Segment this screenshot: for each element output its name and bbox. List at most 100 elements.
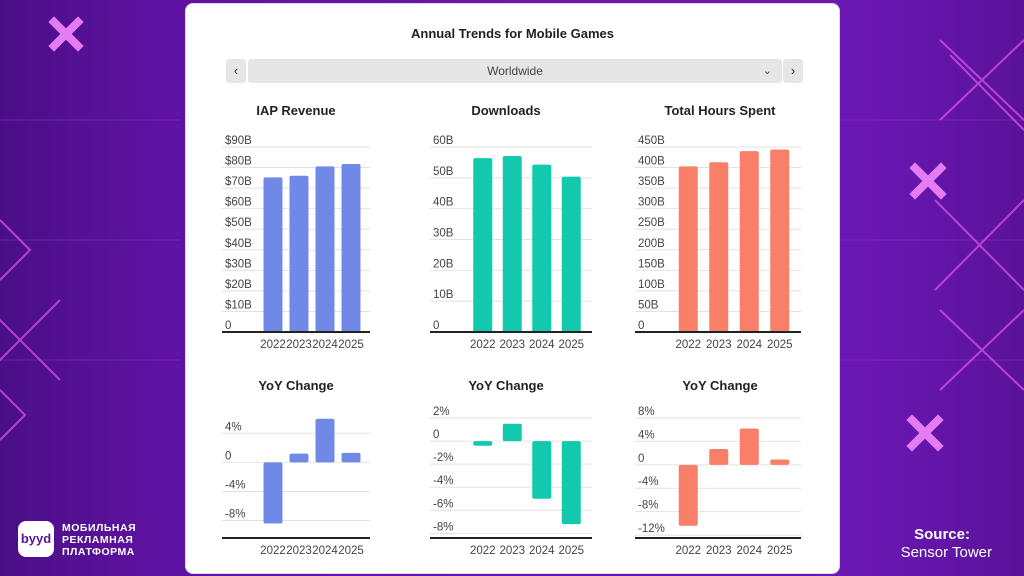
- y-tick-label: 0: [225, 320, 231, 332]
- y-tick-label: -6%: [433, 498, 453, 510]
- bar-2025: [561, 441, 581, 525]
- iap-yoy-chart: 4% 0 -4% -8% 2022 2023 2024 2025: [222, 418, 370, 557]
- bar-2023: [289, 175, 309, 332]
- bar-2025: [341, 164, 361, 332]
- byyd-logo: byyd: [18, 521, 54, 557]
- page-title: Annual Trends for Mobile Games: [411, 26, 614, 41]
- bar-2025: [561, 176, 581, 332]
- bar-2023: [502, 423, 522, 442]
- y-tick-label: -8%: [433, 521, 453, 533]
- y-tick-label: 100B: [638, 279, 665, 291]
- y-tick-label: 350B: [638, 176, 665, 188]
- y-tick-label: 8%: [638, 406, 655, 418]
- y-tick-label: 50B: [433, 166, 454, 178]
- iap-revenue-chart: $90B $80B $70B $60B $50B $40B $30B $20B $10B 0 202…: [222, 135, 370, 351]
- bar-2023: [502, 155, 522, 332]
- bar-2023: [709, 449, 729, 465]
- x-tick-label: 2022: [675, 339, 701, 351]
- bar-2023: [289, 453, 309, 463]
- x-icon: [48, 16, 84, 52]
- y-tick-label: 0: [638, 320, 644, 332]
- y-tick-label: 0: [433, 429, 439, 441]
- bar-2022: [678, 166, 698, 332]
- x-tick-label: 2024: [312, 545, 338, 557]
- bar-2022: [473, 441, 493, 446]
- region-value: Worldwide: [487, 64, 543, 78]
- y-tick-label: 40B: [433, 197, 454, 209]
- x-icon: [909, 162, 947, 200]
- x-tick-label: 2023: [706, 545, 732, 557]
- y-tick-label: 400B: [638, 156, 665, 168]
- x-tick-label: 2024: [736, 339, 762, 351]
- chart-title-downloads: Downloads: [471, 103, 541, 118]
- chevron-left-icon: ‹: [233, 63, 239, 78]
- bar-2022: [678, 464, 698, 526]
- chart-title-iap-yoy: YoY Change: [258, 378, 334, 393]
- x-tick-label: 2024: [312, 339, 338, 351]
- y-tick-label: $90B: [225, 135, 252, 147]
- y-tick-label: -8%: [225, 509, 245, 521]
- y-tick-label: -4%: [638, 476, 658, 488]
- y-tick-label: -8%: [638, 500, 658, 512]
- x-tick-label: 2023: [706, 339, 732, 351]
- y-tick-label: 200B: [638, 238, 665, 250]
- y-tick-label: -12%: [638, 523, 665, 535]
- region-select[interactable]: Worldwide ⌄: [248, 59, 782, 83]
- y-tick-label: 2%: [433, 406, 450, 418]
- y-tick-label: $80B: [225, 156, 252, 168]
- y-tick-label: $60B: [225, 197, 252, 209]
- bar-2024: [739, 428, 759, 465]
- y-tick-label: 450B: [638, 135, 665, 147]
- chevron-right-icon: ›: [790, 63, 796, 78]
- x-tick-label: 2023: [499, 545, 525, 557]
- chart-title-hours: Total Hours Spent: [664, 103, 776, 118]
- y-tick-label: 0: [433, 320, 439, 332]
- y-tick-label: 0: [638, 453, 644, 465]
- x-tick-label: 2024: [529, 339, 555, 351]
- y-tick-label: 20B: [433, 258, 454, 270]
- prev-button[interactable]: ‹: [226, 59, 246, 83]
- bar-2024: [532, 441, 552, 499]
- bar-2024: [315, 418, 335, 463]
- bar-2024: [739, 151, 759, 332]
- source-label: Source:: [914, 526, 970, 543]
- y-tick-label: 4%: [225, 421, 242, 433]
- x-tick-label: 2022: [260, 545, 286, 557]
- x-tick-label: 2022: [260, 339, 286, 351]
- bar-2025: [341, 452, 361, 463]
- chart-title-hours-yoy: YoY Change: [682, 378, 758, 393]
- x-tick-label: 2023: [499, 339, 525, 351]
- source-name: Sensor Tower: [900, 544, 992, 561]
- brand-tagline: МОБИЛЬНАЯ РЕКЛАМНАЯ ПЛАТФОРМА: [62, 522, 136, 558]
- next-button[interactable]: ›: [783, 59, 803, 83]
- y-tick-label: 4%: [638, 429, 655, 441]
- chart-title-downloads-yoy: YoY Change: [468, 378, 544, 393]
- x-tick-label: 2022: [675, 545, 701, 557]
- x-tick-label: 2025: [767, 545, 793, 557]
- y-tick-label: 0: [225, 450, 231, 462]
- x-tick-label: 2022: [470, 545, 496, 557]
- bar-2025: [770, 459, 790, 465]
- y-tick-label: -2%: [433, 452, 453, 464]
- bar-2024: [315, 166, 335, 332]
- x-tick-label: 2024: [736, 545, 762, 557]
- x-tick-label: 2023: [286, 545, 312, 557]
- y-tick-label: $50B: [225, 217, 252, 229]
- x-tick-label: 2025: [338, 339, 364, 351]
- downloads-chart: 60B 50B 40B 30B 20B 10B 0 2022 2023 2024 2025: [430, 135, 592, 351]
- bar-2022: [473, 158, 493, 332]
- y-tick-label: 50B: [638, 299, 659, 311]
- x-tick-label: 2022: [470, 339, 496, 351]
- y-tick-label: 250B: [638, 217, 665, 229]
- bar-2022: [263, 462, 283, 524]
- y-tick-label: $30B: [225, 258, 252, 270]
- x-tick-label: 2025: [558, 545, 584, 557]
- tagline-line: МОБИЛЬНАЯ: [62, 522, 137, 534]
- y-tick-label: 60B: [433, 135, 454, 147]
- bar-2023: [709, 162, 729, 332]
- hours-spent-chart: 450B 400B 350B 300B 250B 200B 150B 100B 50B 0 2022…: [635, 135, 801, 351]
- y-tick-label: 300B: [638, 197, 665, 209]
- x-icon: [906, 414, 944, 452]
- x-tick-label: 2025: [338, 545, 364, 557]
- y-tick-label: $40B: [225, 238, 252, 250]
